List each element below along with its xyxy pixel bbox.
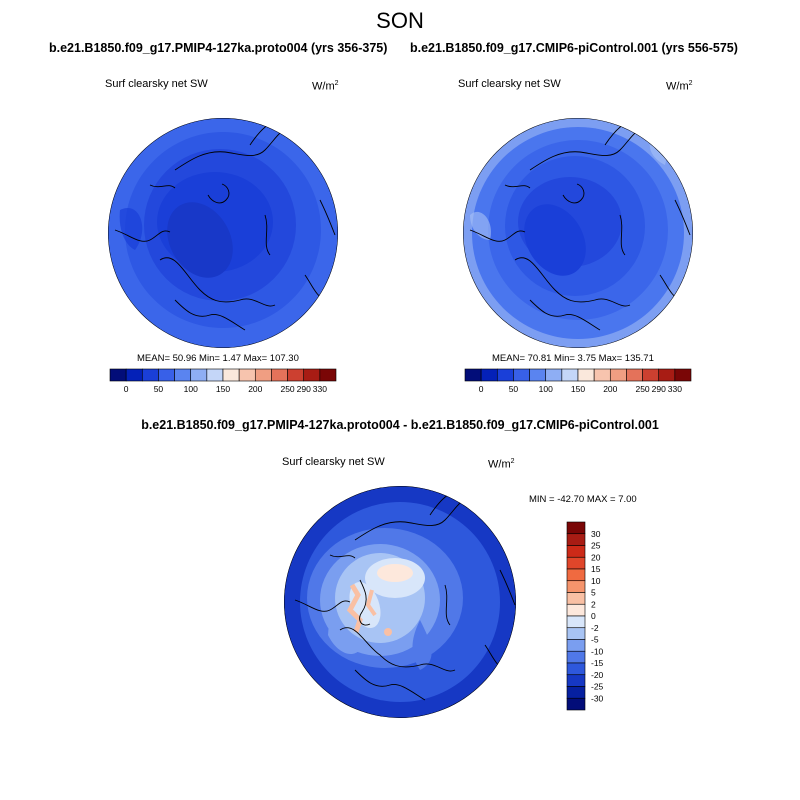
colorbar2-swatch bbox=[496, 368, 514, 382]
colorbar1-tick-label: 330 bbox=[313, 384, 327, 394]
panel3-stats: MIN = -42.70 MAX = 7.00 bbox=[529, 494, 637, 505]
colorbar3-swatch bbox=[566, 603, 586, 617]
colorbar1-swatch bbox=[190, 368, 208, 382]
figure-title: SON bbox=[376, 8, 424, 33]
colorbar3-tick-label: 20 bbox=[591, 552, 601, 562]
colorbar2-swatch bbox=[658, 368, 676, 382]
colorbar2-swatch bbox=[674, 368, 692, 382]
colorbar2-tick-label: 50 bbox=[509, 384, 519, 394]
colorbar1-tick-label: 100 bbox=[184, 384, 198, 394]
colorbar1-swatch bbox=[206, 368, 224, 382]
colorbar3-swatch bbox=[566, 521, 586, 535]
colorbar2-swatch bbox=[593, 368, 611, 382]
colorbar3-swatch bbox=[566, 639, 586, 652]
colorbar-panel1: 0 50 100 150 200 250 290 330 bbox=[109, 368, 337, 394]
colorbar2-swatch bbox=[577, 368, 595, 382]
colorbar1-tick-label: 200 bbox=[248, 384, 262, 394]
panel2-stats: MEAN= 70.81 Min= 3.75 Max= 135.71 bbox=[492, 353, 654, 364]
colorbar2-swatch bbox=[609, 368, 627, 382]
colorbar1-swatch bbox=[303, 368, 321, 382]
colorbar1-tick-label: 290 bbox=[297, 384, 311, 394]
colorbar3-swatch bbox=[566, 592, 586, 605]
panel3-units: W/m2 bbox=[488, 458, 515, 471]
colorbar1-swatch bbox=[141, 368, 159, 382]
colorbar1-swatch bbox=[238, 368, 256, 382]
colorbar3-tick-label: 25 bbox=[591, 541, 601, 551]
colorbar3-swatch bbox=[566, 662, 586, 676]
colorbar3-tick-label: -15 bbox=[591, 658, 604, 668]
panel2-field-label: Surf clearsky net SW bbox=[458, 78, 561, 90]
panel1-stats: MEAN= 50.96 Min= 1.47 Max= 107.30 bbox=[137, 353, 299, 364]
colorbar3-tick-label: -2 bbox=[591, 623, 599, 633]
colorbar3-swatch bbox=[566, 686, 586, 699]
colorbar3-swatch bbox=[566, 627, 586, 640]
colorbar2-swatch bbox=[480, 368, 498, 382]
colorbar1-tick-label: 250 bbox=[280, 384, 294, 394]
colorbar1-tick-label: 50 bbox=[154, 384, 164, 394]
colorbar3-tick-label: 2 bbox=[591, 599, 596, 609]
colorbar1-swatch bbox=[319, 368, 337, 382]
colorbar3-swatch bbox=[566, 533, 586, 546]
colorbar2-tick-label: 0 bbox=[479, 384, 484, 394]
colorbar3-tick-label: -25 bbox=[591, 682, 604, 692]
colorbar2-swatch bbox=[561, 368, 579, 382]
colorbar2-swatch bbox=[642, 368, 660, 382]
colorbar2-tick-label: 100 bbox=[539, 384, 553, 394]
colorbar2-swatch bbox=[529, 368, 547, 382]
colorbar1-swatch bbox=[254, 368, 272, 382]
colorbar2-swatch bbox=[464, 368, 482, 382]
map-panel-difference bbox=[284, 486, 516, 718]
colorbar2-tick-label: 290 bbox=[652, 384, 666, 394]
colorbar1-swatch bbox=[125, 368, 143, 382]
colorbar1-tick-label: 150 bbox=[216, 384, 230, 394]
colorbar1-swatch bbox=[109, 368, 127, 382]
colorbar3-tick-label: -20 bbox=[591, 670, 604, 680]
colorbar3-tick-label: 5 bbox=[591, 588, 596, 598]
map-panel-127ka bbox=[108, 118, 338, 348]
colorbar1-swatch bbox=[271, 368, 288, 382]
panel2-units: W/m2 bbox=[666, 80, 693, 93]
map-panel-picontrol bbox=[463, 118, 693, 348]
colorbar2-tick-label: 250 bbox=[635, 384, 649, 394]
colorbar1-swatch bbox=[158, 368, 175, 382]
panel3-field-label: Surf clearsky net SW bbox=[282, 456, 385, 468]
difference-title: b.e21.B1850.f09_g17.PMIP4-127ka.proto004… bbox=[141, 418, 659, 432]
colorbar1-swatch bbox=[222, 368, 240, 382]
colorbar3-swatch bbox=[566, 650, 586, 664]
panel1-field-label: Surf clearsky net SW bbox=[105, 78, 208, 90]
case-b-title: b.e21.B1850.f09_g17.CMIP6-piControl.001 … bbox=[410, 41, 738, 55]
colorbar2-tick-label: 150 bbox=[571, 384, 585, 394]
colorbar3-swatch bbox=[566, 556, 586, 570]
colorbar2-swatch bbox=[626, 368, 643, 382]
colorbar3-tick-label: 15 bbox=[591, 564, 601, 574]
colorbar3-tick-label: 0 bbox=[591, 611, 596, 621]
colorbar3-tick-label: 10 bbox=[591, 576, 601, 586]
colorbar3-swatch bbox=[566, 580, 586, 593]
colorbar3-tick-label: -5 bbox=[591, 635, 599, 645]
colorbar1-tick-label: 0 bbox=[124, 384, 129, 394]
colorbar3-swatch bbox=[566, 615, 586, 629]
colorbar2-tick-label: 200 bbox=[603, 384, 617, 394]
colorbar2-swatch bbox=[513, 368, 530, 382]
colorbar1-swatch bbox=[174, 368, 192, 382]
case-a-title: b.e21.B1850.f09_g17.PMIP4-127ka.proto004… bbox=[49, 41, 388, 55]
colorbar3-swatch bbox=[566, 697, 586, 711]
colorbar-panel2: 0 50 100 150 200 250 290 330 bbox=[464, 368, 692, 394]
colorbar3-swatch bbox=[566, 568, 586, 582]
colorbar3-tick-label: 30 bbox=[591, 529, 601, 539]
colorbar3-tick-label: -30 bbox=[591, 693, 604, 703]
colorbar3-swatch bbox=[566, 674, 586, 687]
colorbar2-swatch bbox=[545, 368, 563, 382]
colorbar3-swatch bbox=[566, 545, 586, 558]
colorbar1-swatch bbox=[287, 368, 305, 382]
panel1-units: W/m2 bbox=[312, 80, 339, 93]
colorbar3-tick-label: -10 bbox=[591, 646, 604, 656]
colorbar2-tick-label: 330 bbox=[668, 384, 682, 394]
